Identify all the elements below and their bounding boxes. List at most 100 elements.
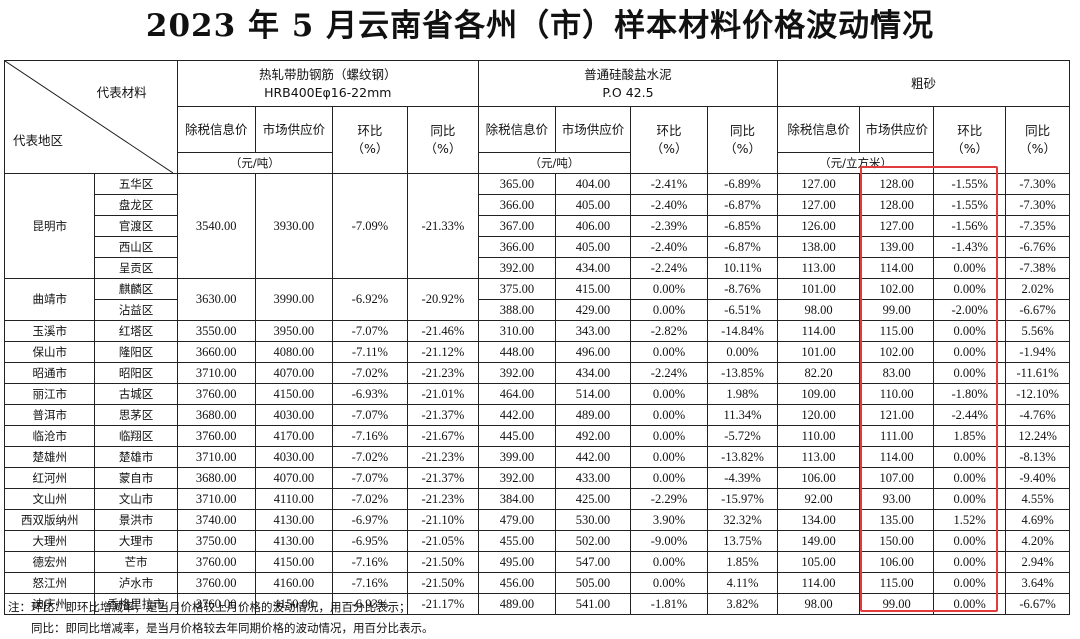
steel-mom-cell: -7.16% <box>331 551 408 573</box>
table-row: 迪庆州 香格里拉市 3760.00 4150.00 -6.93% -21.17% 489.0… <box>3 593 1070 615</box>
district-cell: 文山市 <box>94 488 178 510</box>
steel-spec: HRB400Eφ16-22mm <box>264 84 392 100</box>
cement-yoy-cell: 1.85% <box>707 551 778 573</box>
city-cell: 昭通市 <box>3 362 96 384</box>
steel-unit: （元/吨） <box>176 152 333 174</box>
sand-yoy-label: 同比 <box>1025 123 1051 138</box>
sand-yoy-cell: -6.67% <box>1005 299 1070 321</box>
sand-tax-cell: 138.00 <box>776 236 861 258</box>
sand-yoy-pct: （%） <box>1019 141 1057 156</box>
district-cell: 楚雄市 <box>94 446 178 468</box>
table-row: 普洱市 思茅区 3680.00 4030.00 -7.07% -21.37% 442.00 4… <box>3 404 1070 426</box>
district-cell: 麒麟区 <box>94 278 178 300</box>
sand-mom-cell: 0.00% <box>933 257 1007 279</box>
sand-yoy-cell: 4.55% <box>1005 488 1070 510</box>
cement-tax-cell: 456.00 <box>477 572 556 594</box>
steel-market-cell: 4150.00 <box>254 593 333 615</box>
table-row: 怒江州 泸水市 3760.00 4160.00 -7.16% -21.50% 456.00 5… <box>3 572 1070 594</box>
sand-yoy-cell: 2.02% <box>1005 278 1070 300</box>
cement-yoy-cell: -14.84% <box>707 320 778 342</box>
sand-yoy-cell: -11.61% <box>1005 362 1070 384</box>
cement-mom-cell: -2.40% <box>629 194 709 216</box>
sand-mom-cell: 0.00% <box>933 320 1007 342</box>
steel-yoy-header: 同比 （%） <box>406 106 479 174</box>
sand-yoy-cell: -7.38% <box>1005 257 1070 279</box>
steel-tax-cell: 3740.00 <box>176 509 256 531</box>
sand-market-cell: 114.00 <box>859 446 935 468</box>
sand-tax-cell: 120.00 <box>776 404 861 426</box>
cement-market-cell: 405.00 <box>554 236 631 258</box>
cement-market-cell: 406.00 <box>554 215 631 237</box>
district-cell: 泸水市 <box>94 572 178 594</box>
sand-mom-cell: 0.00% <box>933 530 1007 552</box>
steel-yoy-cell: -21.10% <box>406 509 479 531</box>
sand-yoy-cell: -7.35% <box>1005 215 1070 237</box>
cement-tax-cell: 489.00 <box>477 593 556 615</box>
cement-market-cell: 434.00 <box>554 257 631 279</box>
sand-tax-cell: 106.00 <box>776 467 861 489</box>
sand-market-cell: 150.00 <box>859 530 935 552</box>
sand-mom-cell: -1.56% <box>933 215 1007 237</box>
cement-tax-cell: 366.00 <box>477 236 556 258</box>
cement-market-cell: 505.00 <box>554 572 631 594</box>
cement-market-cell: 433.00 <box>554 467 631 489</box>
sand-yoy-cell: 4.20% <box>1005 530 1070 552</box>
page-title: 2023 年 5 月云南省各州（市）样本材料价格波动情况 <box>145 8 935 44</box>
steel-mom-cell: -7.07% <box>331 320 408 342</box>
cement-yoy-header: 同比 （%） <box>707 106 778 174</box>
steel-tax-cell: 3760.00 <box>176 551 256 573</box>
district-cell: 蒙自市 <box>94 467 178 489</box>
city-cell: 德宏州 <box>3 551 96 573</box>
cement-mom-cell: -2.41% <box>629 173 709 195</box>
sand-market-cell: 114.00 <box>859 257 935 279</box>
table-row: 丽江市 古城区 3760.00 4150.00 -6.93% -21.01% 464.00 5… <box>3 383 1070 405</box>
cement-yoy-label: 同比 <box>730 123 756 138</box>
steel-yoy-cell: -21.50% <box>406 551 479 573</box>
cement-market-cell: 502.00 <box>554 530 631 552</box>
city-cell: 普洱市 <box>3 404 96 426</box>
district-cell: 香格里拉市 <box>94 593 178 615</box>
sand-market-cell: 115.00 <box>859 320 935 342</box>
sand-market-cell: 115.00 <box>859 572 935 594</box>
cement-mom-cell: -2.24% <box>629 257 709 279</box>
cement-yoy-cell: -4.39% <box>707 467 778 489</box>
note-yoy: 同比：即同比增减率，是当月价格较去年同期价格的波动情况，用百分比表示。 <box>8 621 434 635</box>
city-cell: 昆明市 <box>3 173 96 279</box>
district-cell: 呈贡区 <box>94 257 178 279</box>
sand-market-cell: 121.00 <box>859 404 935 426</box>
steel-mom-cell: -7.07% <box>331 467 408 489</box>
sand-market-cell: 93.00 <box>859 488 935 510</box>
steel-market-cell: 3950.00 <box>254 320 333 342</box>
city-cell: 迪庆州 <box>3 593 96 615</box>
sand-market-cell: 128.00 <box>859 194 935 216</box>
sand-mom-cell: 1.85% <box>933 425 1007 447</box>
steel-yoy-cell: -21.37% <box>406 467 479 489</box>
sand-unit: （元/立方米） <box>776 152 935 174</box>
steel-mom-cell: -6.93% <box>331 593 408 615</box>
steel-market-cell: 3990.00 <box>254 278 333 321</box>
steel-mom-cell: -7.02% <box>331 362 408 384</box>
steel-mom-cell: -7.02% <box>331 446 408 468</box>
cement-yoy-cell: 1.98% <box>707 383 778 405</box>
cement-mom-cell: 0.00% <box>629 404 709 426</box>
cement-market-cell: 429.00 <box>554 299 631 321</box>
steel-mom-cell: -7.09% <box>331 173 408 279</box>
city-cell: 大理州 <box>3 530 96 552</box>
sand-market-cell: 135.00 <box>859 509 935 531</box>
district-cell: 西山区 <box>94 236 178 258</box>
district-cell: 沾益区 <box>94 299 178 321</box>
corner-diagonal <box>5 61 173 173</box>
cement-market-cell: 343.00 <box>554 320 631 342</box>
cement-tax-cell: 392.00 <box>477 467 556 489</box>
sand-yoy-header: 同比 （%） <box>1005 106 1070 174</box>
sand-mom-cell: 0.00% <box>933 446 1007 468</box>
cement-yoy-cell: -13.85% <box>707 362 778 384</box>
steel-yoy-cell: -21.05% <box>406 530 479 552</box>
cement-mom-cell: 3.90% <box>629 509 709 531</box>
steel-mom-cell: -7.07% <box>331 404 408 426</box>
cement-tax-cell: 310.00 <box>477 320 556 342</box>
cement-tax-cell: 392.00 <box>477 362 556 384</box>
table-row: 西山区 366.00 405.00 -2.40% -6.87% 138.00 139.00-… <box>5 236 1070 258</box>
steel-tax-cell: 3760.00 <box>176 425 256 447</box>
sand-mom-cell: -2.00% <box>933 299 1007 321</box>
